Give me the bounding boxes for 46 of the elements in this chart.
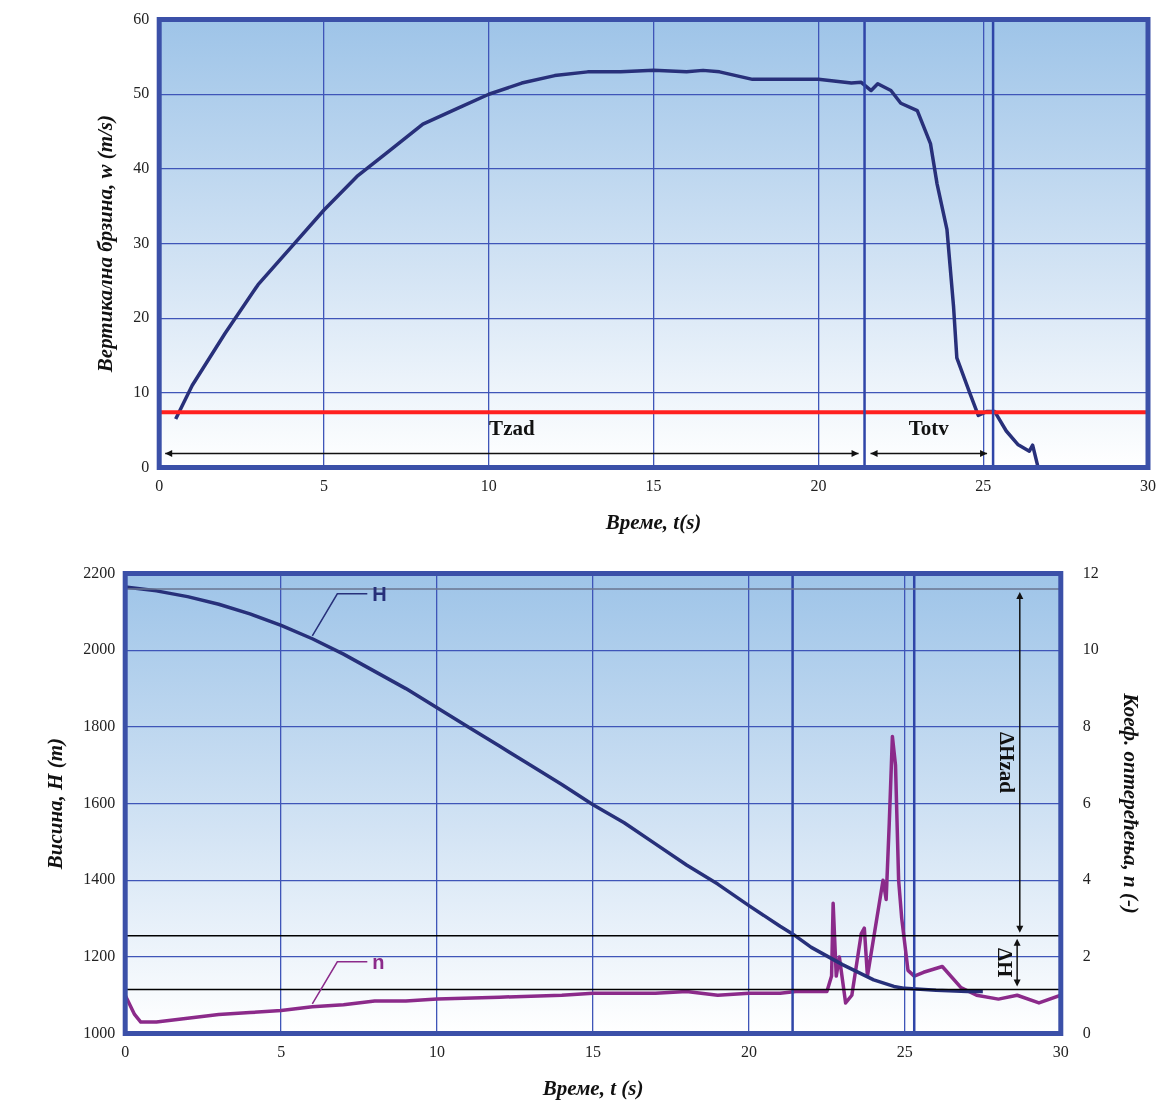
x-tick-label: 25: [896, 1043, 913, 1061]
x-tick-label: 0: [155, 477, 164, 495]
y-tick-label: 60: [133, 9, 150, 27]
annotation: ΔH: [992, 947, 1017, 978]
annotation: Tzad: [489, 416, 535, 441]
x-tick-label: 20: [810, 477, 827, 495]
y-tick-label: 1400: [83, 870, 116, 888]
y2-tick-label: 12: [1082, 563, 1099, 581]
y2-tick-label: 6: [1082, 793, 1091, 811]
x-tick-label: 10: [480, 477, 497, 495]
y2-tick-label: 4: [1082, 870, 1091, 888]
y-tick-label: 10: [133, 383, 150, 401]
x-axis-title: Време, t (s): [541, 1075, 644, 1100]
y2-tick-label: 8: [1082, 717, 1091, 735]
y-tick-label: 1200: [83, 947, 116, 965]
y-tick-label: 2200: [83, 563, 116, 581]
y-tick-label: 20: [133, 308, 150, 326]
x-tick-label: 25: [975, 477, 992, 495]
x-tick-label: 5: [320, 477, 328, 495]
y-tick-label: 1600: [83, 793, 116, 811]
y-tick-label: 1000: [83, 1023, 116, 1041]
y-tick-label: 50: [133, 84, 150, 102]
y-tick-label: 40: [133, 159, 150, 177]
x-tick-label: 15: [585, 1043, 601, 1061]
y-tick-label: 30: [133, 233, 150, 251]
y2-tick-label: 0: [1082, 1023, 1091, 1041]
y-axis-title: Вертикална брзина, w (m/s): [93, 115, 118, 374]
x-tick-label: 20: [740, 1043, 757, 1061]
series-label: n: [372, 951, 385, 974]
y2-tick-label: 10: [1082, 640, 1099, 658]
x-tick-label: 30: [1052, 1043, 1069, 1061]
x-tick-label: 15: [645, 477, 662, 495]
y2-tick-label: 2: [1082, 947, 1091, 965]
x-tick-label: 30: [1140, 477, 1156, 495]
x-tick-label: 0: [121, 1043, 130, 1061]
x-tick-label: 10: [429, 1043, 446, 1061]
y-axis-title: Висина, H (m): [43, 737, 68, 871]
x-axis-title: Време, t(s): [604, 509, 702, 534]
annotation: ΔHzad: [995, 731, 1020, 794]
annotation: Totv: [908, 416, 950, 441]
x-tick-label: 5: [277, 1043, 286, 1061]
y-tick-label: 0: [141, 457, 150, 475]
y-tick-label: 1800: [83, 717, 116, 735]
y2-axis-title: Коеф. оптерећења, n (-): [1118, 692, 1143, 914]
text: H: [372, 583, 387, 606]
y-tick-label: 2000: [83, 640, 116, 658]
